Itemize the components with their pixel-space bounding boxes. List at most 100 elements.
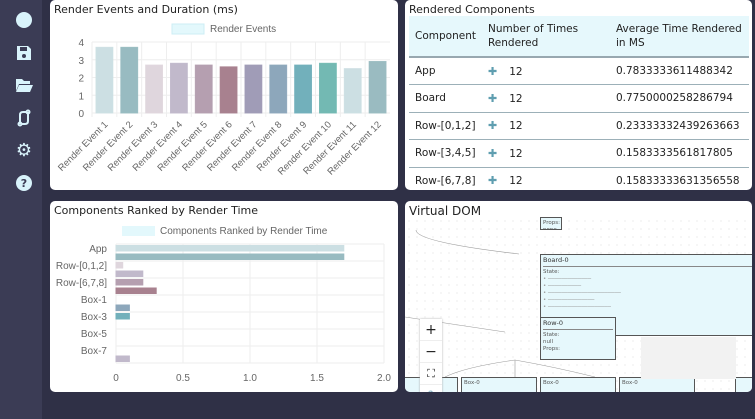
- vdom-node-box[interactable]: Box-0: [619, 377, 695, 392]
- node-text: State:: [543, 332, 560, 338]
- bar: [115, 245, 345, 252]
- count-value: 12: [509, 65, 523, 78]
- bar: [95, 46, 114, 114]
- puzzle-icon: ✚: [487, 64, 498, 78]
- ranked-panel: Components Ranked by Render Time Compone…: [50, 201, 398, 392]
- vdom-node-box[interactable]: [735, 377, 752, 392]
- fit-view-button[interactable]: ⛶: [420, 363, 442, 385]
- y-tick-label: 0: [78, 109, 84, 120]
- sidebar: ⚙ ?: [0, 0, 42, 419]
- help-icon[interactable]: ?: [14, 173, 34, 193]
- bar: [145, 64, 163, 114]
- y-tick-label: Box-5: [81, 329, 108, 340]
- x-tick-label: 1.5: [310, 373, 324, 384]
- cell-count: ✚ 12: [481, 84, 610, 113]
- rendered-components-table: Component Number of Times Rendered Avera…: [409, 16, 749, 190]
- table-row[interactable]: Row-[6,7,8] ✚ 12 0.15833333631356558: [409, 167, 749, 190]
- bar: [115, 270, 144, 277]
- bar: [115, 313, 130, 320]
- lock-button[interactable]: 🔒: [420, 385, 442, 393]
- node-title: Box-0: [543, 380, 559, 386]
- puzzle-icon: ✚: [487, 146, 498, 160]
- count-value: 12: [509, 120, 523, 133]
- bar: [115, 304, 130, 311]
- puzzle-icon: ✚: [487, 174, 498, 188]
- count-value: 12: [509, 175, 523, 188]
- count-value: 12: [509, 92, 523, 105]
- node-title: Board-0: [543, 257, 752, 267]
- legend-label: Render Events: [210, 24, 276, 35]
- y-tick-label: 3: [78, 56, 84, 67]
- header-count[interactable]: Number of Times Rendered: [481, 16, 610, 58]
- bar: [343, 68, 362, 114]
- folder-open-icon[interactable]: [14, 75, 34, 95]
- y-tick-label: 2: [78, 74, 84, 85]
- virtual-dom-panel: Virtual DOM Props: none Board-0 State: • ──…: [405, 201, 752, 392]
- vdom-node-box[interactable]: Box-0: [540, 377, 616, 392]
- bar: [115, 287, 157, 294]
- y-tick-label: 4: [78, 38, 84, 49]
- zoom-out-button[interactable]: −: [420, 341, 442, 363]
- bar: [115, 355, 130, 362]
- bar: [115, 279, 144, 286]
- cell-avg: 0.15833333631356558: [609, 167, 749, 190]
- panel-title: Rendered Components: [409, 3, 535, 16]
- y-tick-label: Row-[6,7,8]: [56, 278, 107, 289]
- x-tick-label: 0: [113, 373, 119, 384]
- cell-avg: 0.7833333611488342: [609, 57, 749, 85]
- table-row[interactable]: App ✚ 12 0.7833333611488342: [409, 57, 749, 85]
- panel-title: Render Events and Duration (ms): [54, 3, 238, 16]
- zoom-in-button[interactable]: +: [420, 319, 442, 341]
- cell-avg: 0.7750000258286794: [609, 84, 749, 113]
- table-row[interactable]: Board ✚ 12 0.7750000258286794: [409, 84, 749, 113]
- header-component[interactable]: Component: [409, 16, 482, 58]
- table-row[interactable]: Row-[0,1,2] ✚ 12 0.23333332439263663: [409, 112, 749, 140]
- vdom-node-row[interactable]: Row-0 State: null Props:: [540, 317, 616, 360]
- bar: [120, 46, 139, 114]
- gear-icon[interactable]: ⚙: [15, 139, 33, 161]
- minimap[interactable]: [641, 337, 736, 379]
- y-tick-label: Box-3: [81, 312, 108, 323]
- rendered-components-panel: Rendered Components Component Number of …: [405, 0, 752, 190]
- cell-count: ✚ 12: [481, 167, 610, 190]
- legend-swatch: [122, 226, 155, 236]
- bar: [115, 253, 345, 260]
- y-tick-label: Box-7: [81, 346, 108, 357]
- panel-title: Virtual DOM: [409, 204, 482, 218]
- cell-component: Board: [409, 84, 482, 113]
- bar: [115, 262, 124, 269]
- puzzle-icon: ✚: [487, 91, 498, 105]
- node-text: Props:: [543, 346, 560, 352]
- bar: [269, 64, 288, 114]
- bar: [244, 64, 263, 114]
- cell-count: ✚ 12: [481, 57, 610, 85]
- x-tick-label: 1.0: [243, 373, 257, 384]
- bar: [170, 62, 188, 114]
- save-icon[interactable]: [14, 43, 34, 63]
- header-avg[interactable]: Average Time Rendered in MS: [609, 16, 749, 58]
- node-text: State:: [543, 269, 560, 275]
- cell-component: Row-[0,1,2]: [409, 112, 482, 140]
- vdom-node-box[interactable]: Box-0: [461, 377, 537, 392]
- panel-title: Components Ranked by Render Time: [54, 204, 258, 217]
- x-tick-label: 0.5: [176, 373, 190, 384]
- legend-swatch: [171, 23, 205, 35]
- y-tick-label: Row-[0,1,2]: [56, 261, 107, 272]
- node-text: none: [543, 227, 557, 230]
- table-row[interactable]: Row-[3,4,5] ✚ 12 0.1583333561817805: [409, 139, 749, 168]
- svg-text:?: ?: [21, 177, 27, 190]
- node-title: Box-0: [622, 380, 638, 386]
- legend-label: Components Ranked by Render Time: [160, 226, 328, 237]
- compare-arrows-icon[interactable]: [14, 108, 34, 128]
- virtual-dom-canvas[interactable]: Props: none Board-0 State: • ───────────── •…: [405, 217, 752, 392]
- count-value: 12: [509, 147, 523, 160]
- circle-icon[interactable]: [14, 10, 34, 30]
- render-events-panel: Render Events and Duration (ms) Render E…: [50, 0, 398, 190]
- bar: [294, 64, 313, 114]
- cell-count: ✚ 12: [481, 139, 610, 168]
- node-text: null: [543, 339, 554, 345]
- vdom-node-root[interactable]: Props: none: [540, 217, 562, 230]
- y-tick-label: 1: [78, 91, 84, 102]
- cell-avg: 0.1583333561817805: [609, 139, 749, 168]
